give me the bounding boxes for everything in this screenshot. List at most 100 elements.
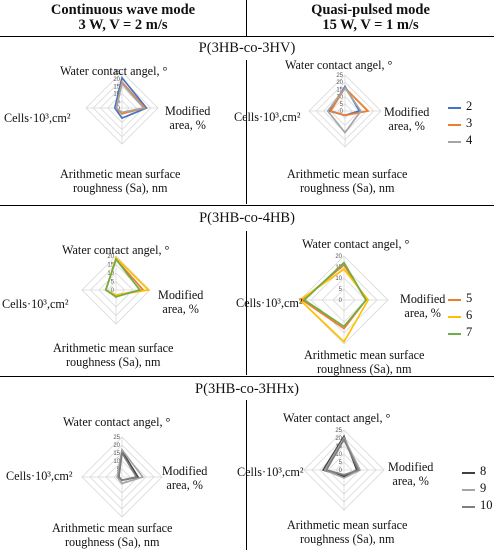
axis-label-modified-area: Modified area, %	[400, 292, 445, 320]
axis-label-roughness-line: roughness (Sa), nm	[66, 355, 161, 369]
axis-label-modified-area-line: Modified	[400, 292, 446, 306]
header-divider	[246, 0, 247, 36]
section-title-3hv: P(3HB-co-3HV)	[198, 40, 296, 56]
column-header-continuous-line1: Continuous wave mode	[50, 2, 196, 18]
axis-label-cells-line: Cells·10³,cm²	[2, 297, 69, 311]
section-divider	[0, 205, 494, 206]
axis-label-roughness-line: roughness (Sa), nm	[300, 532, 395, 546]
axis-label-modified-area: Modified area, %	[162, 464, 207, 492]
section-divider	[0, 36, 494, 37]
axis-label-cells: Cells·10³,cm²	[6, 469, 73, 483]
axis-label-modified-area-line: area, %	[169, 118, 206, 132]
radar-tick-label: 20	[113, 443, 120, 449]
radar-tick-label: 0	[340, 109, 344, 115]
axis-label-cells-line: Cells·10³,cm²	[237, 465, 304, 479]
axis-label-roughness: Arithmetic mean surface roughness (Sa), n…	[304, 348, 424, 376]
axis-label-water-contact-angle-line: Water contact angel, °	[63, 415, 171, 429]
column-header-continuous: Continuous wave mode 3 W, V = 2 m/s	[0, 0, 246, 39]
radar-tick-label: 20	[335, 254, 342, 260]
axis-label-water-contact-angle: Water contact angel, °	[62, 243, 169, 257]
axis-label-cells: Cells·10³,cm²	[236, 296, 303, 310]
radar-series-7	[303, 261, 368, 328]
axis-label-roughness-line: roughness (Sa), nm	[65, 535, 160, 549]
legend-swatch	[448, 333, 461, 335]
column-divider	[246, 400, 247, 550]
radar-tick-label: 20	[107, 254, 114, 260]
axis-label-roughness: Arithmetic mean surface roughness (Sa), n…	[60, 167, 180, 195]
axis-label-modified-area-line: area, %	[166, 478, 203, 492]
axis-label-water-contact-angle-line: Water contact angel, °	[60, 64, 168, 78]
axis-label-roughness: Arithmetic mean surface roughness (Sa), n…	[53, 341, 173, 369]
column-divider	[246, 231, 247, 375]
radar-tick-label: 15	[113, 451, 120, 457]
legend-label: 5	[466, 291, 473, 305]
axis-label-roughness-line: roughness (Sa), nm	[317, 362, 412, 376]
legend-swatch	[462, 489, 475, 491]
radar-series-4	[326, 86, 362, 134]
axis-label-roughness-line: roughness (Sa), nm	[300, 181, 395, 195]
legend-swatch	[462, 472, 475, 474]
axis-label-cells-line: Cells·10³,cm²	[6, 469, 73, 483]
axis-label-cells: Cells·10³,cm²	[4, 111, 71, 125]
axis-label-cells-line: Cells·10³,cm²	[236, 296, 303, 310]
axis-label-roughness-line: Arithmetic mean surface	[53, 341, 174, 355]
axis-label-roughness-line: roughness (Sa), nm	[73, 181, 168, 195]
axis-label-roughness: Arithmetic mean surface roughness (Sa), n…	[287, 167, 407, 195]
radar-tick-label: 0	[111, 288, 115, 294]
axis-label-modified-area: Modified area, %	[165, 104, 210, 132]
axis-label-cells: Cells·10³,cm²	[2, 297, 69, 311]
axis-label-water-contact-angle: Water contact angel, °	[60, 64, 167, 78]
legend-swatch	[462, 506, 475, 508]
column-header-quasi-pulsed: Quasi-pulsed mode 15 W, V = 1 m/s	[247, 0, 494, 39]
axis-label-cells-line: Cells·10³,cm²	[234, 110, 301, 124]
column-divider	[246, 60, 247, 204]
section-title-4hb: P(3HB-co-4HB)	[199, 210, 295, 226]
column-header-quasi-line2: 15 W, V = 1 m/s	[322, 17, 419, 33]
radar-tick-label: 10	[335, 452, 342, 458]
radar-tick-label: 20	[335, 436, 342, 442]
axis-label-modified-area-line: Modified	[162, 464, 208, 478]
axis-label-modified-area-line: Modified	[158, 288, 204, 302]
radar-tick-label: 15	[107, 263, 114, 269]
axis-label-cells: Cells·10³,cm²	[234, 110, 301, 124]
axis-label-water-contact-angle-line: Water contact angel, °	[302, 237, 410, 251]
axis-label-roughness-line: Arithmetic mean surface	[304, 348, 425, 362]
radar-tick-label: 15	[336, 87, 343, 93]
column-header-continuous-line2: 3 W, V = 2 m/s	[78, 17, 168, 33]
legend-swatch	[448, 316, 461, 318]
radar-tick-label: 25	[113, 70, 120, 76]
axis-label-modified-area: Modified area, %	[158, 288, 203, 316]
radar-tick-label: 5	[339, 287, 343, 293]
axis-label-roughness-line: Arithmetic mean surface	[52, 521, 173, 535]
legend-label: 6	[466, 308, 473, 322]
axis-label-modified-area-line: area, %	[388, 119, 425, 133]
axis-label-cells-line: Cells·10³,cm²	[4, 111, 71, 125]
radar-tick-label: 10	[113, 92, 120, 98]
axis-label-water-contact-angle: Water contact angel, °	[302, 237, 409, 251]
radar-tick-label: 25	[335, 428, 342, 434]
radar-tick-label: 25	[113, 435, 120, 441]
legend-swatch	[448, 124, 461, 126]
axis-label-cells: Cells·10³,cm²	[237, 465, 304, 479]
legend-label: 4	[466, 133, 473, 147]
section-divider	[0, 376, 494, 377]
axis-label-roughness-line: Arithmetic mean surface	[60, 167, 181, 181]
axis-label-water-contact-angle: Water contact angel, °	[285, 58, 392, 72]
legend-swatch	[448, 107, 461, 109]
legend-label: 9	[480, 481, 487, 495]
axis-label-water-contact-angle: Water contact angel, °	[63, 415, 170, 429]
radar-tick-label: 15	[113, 84, 120, 90]
section-title-3hhx: P(3HB-co-3HHx)	[195, 381, 299, 397]
legend-label: 3	[466, 116, 473, 130]
legend-swatch	[448, 299, 461, 301]
axis-label-modified-area-line: area, %	[404, 306, 441, 320]
axis-label-water-contact-angle-line: Water contact angel, °	[62, 243, 170, 257]
axis-label-modified-area: Modified area, %	[384, 105, 429, 133]
axis-label-modified-area-line: area, %	[162, 302, 199, 316]
radar-tick-label: 20	[336, 80, 343, 86]
column-header-quasi-line1: Quasi-pulsed mode	[311, 2, 430, 18]
radar-series-7	[104, 257, 142, 298]
